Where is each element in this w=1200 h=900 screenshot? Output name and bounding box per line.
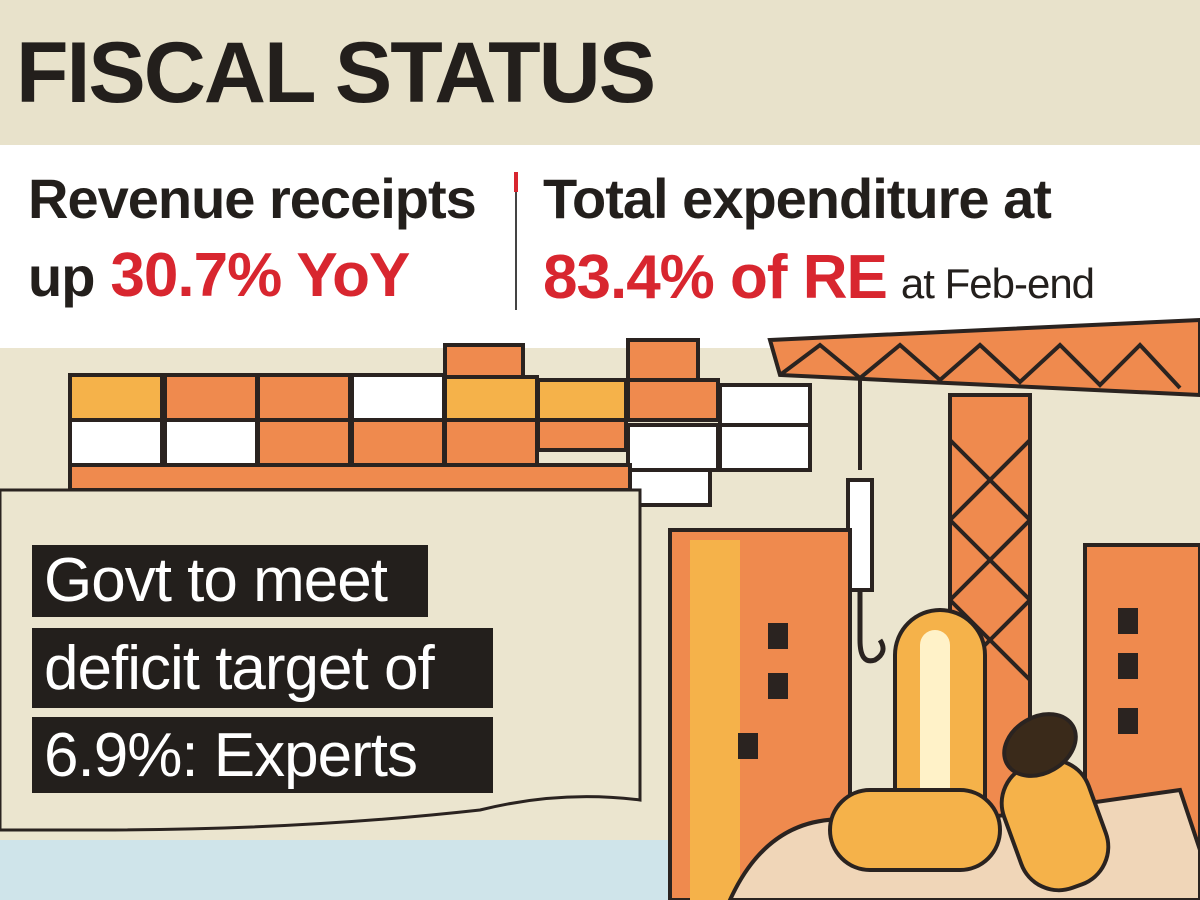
headline-box <box>32 545 428 617</box>
water <box>0 840 700 900</box>
stat-suffix: at Feb-end <box>901 260 1094 307</box>
containers <box>68 338 812 507</box>
stat-line: up 30.7% YoY <box>28 241 410 310</box>
stat-prefix: up <box>28 245 94 308</box>
pills <box>727 608 1200 900</box>
stat-label: Revenue receipts <box>28 167 476 230</box>
title: FISCAL STATUS <box>16 25 654 121</box>
stat-line: 83.4% of RE at Feb-end <box>543 243 1094 312</box>
stat-highlight: 83.4% of RE <box>543 243 887 312</box>
title-band <box>0 0 1200 145</box>
headline-line: Govt to meet <box>44 546 388 615</box>
headline-box <box>32 628 493 708</box>
stats-band <box>0 145 1200 348</box>
headline-line: deficit target of <box>44 634 435 703</box>
headline-box <box>32 717 493 793</box>
stat-label: Total expenditure at <box>543 167 1051 230</box>
headline-line: 6.9%: Experts <box>44 721 417 790</box>
stat-highlight: 30.7% YoY <box>110 241 410 310</box>
